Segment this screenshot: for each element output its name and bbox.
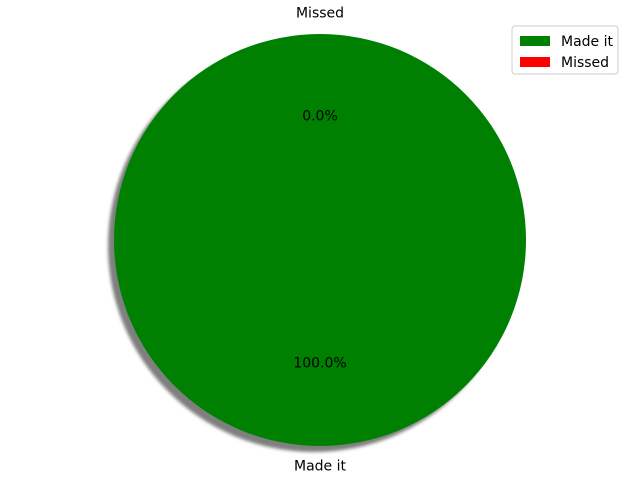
slice-label-made-it: Made it bbox=[294, 459, 346, 475]
slice-label-missed: Missed bbox=[296, 5, 344, 21]
legend: Made it Missed bbox=[511, 25, 619, 75]
labels-layer: Made it 100.0% Missed 0.0% bbox=[293, 5, 346, 474]
legend-label-made-it: Made it bbox=[561, 34, 613, 50]
slices-layer bbox=[108, 34, 526, 452]
slice-made-it bbox=[114, 34, 526, 446]
legend-swatch-missed bbox=[520, 57, 550, 67]
legend-label-missed: Missed bbox=[561, 55, 609, 71]
legend-swatch-made-it bbox=[520, 36, 550, 46]
slice-pct-made-it: 100.0% bbox=[293, 356, 346, 372]
slice-pct-missed: 0.0% bbox=[302, 108, 338, 124]
